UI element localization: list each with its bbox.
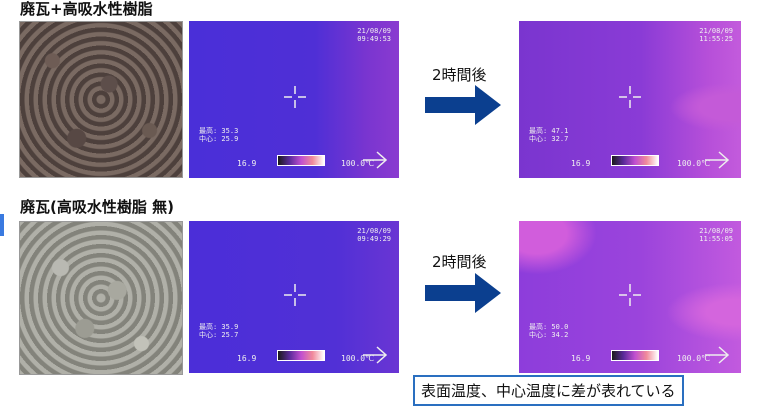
row2-photo [19, 221, 183, 375]
row1-after-time: 11:55:25 [699, 35, 733, 43]
row2-before-max: 最高: 35.9 [199, 323, 239, 331]
row2-before-date: 21/08/09 [357, 227, 391, 235]
arrow-right-icon [363, 346, 388, 364]
color-scale-bar [611, 350, 659, 361]
row2-after-date: 21/08/09 [699, 227, 733, 235]
row2-title: 廃瓦(高吸水性樹脂 無) [20, 198, 174, 216]
crosshair-icon [619, 284, 641, 306]
row1-before-date: 21/08/09 [357, 27, 391, 35]
scale-max: 100.0℃ [341, 159, 375, 168]
row1-before-datetime: 21/08/09 09:49:53 [357, 27, 391, 43]
scale-max: 100.0℃ [677, 159, 711, 168]
crosshair-icon [284, 86, 306, 108]
color-scale-bar [611, 155, 659, 166]
row2-arrow-label: 2時間後 [432, 253, 487, 271]
crosshair-icon [284, 284, 306, 306]
scale-max: 100.0℃ [341, 354, 375, 363]
color-scale-bar [277, 350, 325, 361]
arrow-right-icon [363, 151, 388, 169]
side-tab [0, 214, 4, 236]
row1-before-time: 09:49:53 [357, 35, 391, 43]
row2-after-center: 中心: 34.2 [529, 331, 569, 339]
row1-after-readout: 最高: 47.1 中心: 32.7 [529, 127, 568, 143]
row2-thermal-before: 21/08/09 09:49:29 最高: 35.9 中心: 25.7 16.9… [189, 221, 399, 373]
row1-before-max: 最高: 35.3 [199, 127, 239, 135]
row1-thermal-after: 21/08/09 11:55:25 最高: 47.1 中心: 32.7 16.9… [519, 21, 741, 178]
row1-before-readout: 最高: 35.3 中心: 25.9 [199, 127, 238, 143]
scale-min: 16.9 [237, 354, 257, 363]
crosshair-icon [619, 86, 641, 108]
arrow-right-icon [705, 151, 730, 169]
arrow-right-icon [705, 346, 730, 364]
row1-before-center: 中心: 25.9 [199, 135, 239, 143]
row2-after-max: 最高: 50.0 [529, 323, 569, 331]
row1-after-center: 中心: 32.7 [529, 135, 569, 143]
conclusion-note: 表面温度、中心温度に差が表れている [413, 375, 684, 406]
row2-before-center: 中心: 25.7 [199, 331, 239, 339]
scale-min: 16.9 [571, 354, 591, 363]
row1-thermal-before: 21/08/09 09:49:53 最高: 35.3 中心: 25.9 16.9… [189, 21, 399, 178]
row1-arrow-label: 2時間後 [432, 66, 487, 84]
row2-after-time: 11:55:05 [699, 235, 733, 243]
scale-min: 16.9 [571, 159, 591, 168]
row2-before-time: 09:49:29 [357, 235, 391, 243]
row1-photo [19, 21, 183, 178]
row2-thermal-after: 21/08/09 11:55:05 最高: 50.0 中心: 34.2 16.9… [519, 221, 741, 373]
scale-min: 16.9 [237, 159, 257, 168]
row1-after-date: 21/08/09 [699, 27, 733, 35]
row1-after-datetime: 21/08/09 11:55:25 [699, 27, 733, 43]
row2-big-arrow-icon [425, 273, 501, 313]
row1-after-max: 最高: 47.1 [529, 127, 569, 135]
row2-after-datetime: 21/08/09 11:55:05 [699, 227, 733, 243]
scale-max: 100.0℃ [677, 354, 711, 363]
row1-big-arrow-icon [425, 85, 501, 125]
row2-before-readout: 最高: 35.9 中心: 25.7 [199, 323, 238, 339]
row2-after-readout: 最高: 50.0 中心: 34.2 [529, 323, 568, 339]
row1-title: 廃瓦+高吸水性樹脂 [20, 0, 153, 18]
color-scale-bar [277, 155, 325, 166]
row2-before-datetime: 21/08/09 09:49:29 [357, 227, 391, 243]
